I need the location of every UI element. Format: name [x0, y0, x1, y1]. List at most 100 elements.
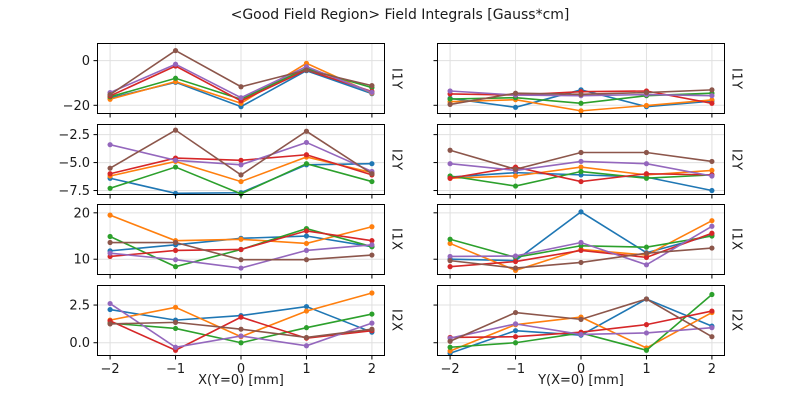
- data-point-marker: [578, 149, 584, 156]
- data-point-marker: [369, 290, 375, 296]
- data-point-marker: [238, 246, 244, 253]
- y-tick-label: 20: [73, 206, 90, 221]
- data-point-marker: [709, 187, 715, 194]
- data-series: [447, 291, 715, 356]
- x-tick-label: 0: [237, 362, 245, 377]
- data-point-marker: [172, 61, 179, 67]
- data-point-marker: [447, 147, 453, 153]
- data-point-marker: [303, 334, 310, 341]
- line-series-4: [107, 228, 375, 260]
- tick-marks: [433, 304, 713, 360]
- line-series-6: [447, 87, 715, 107]
- data-point-marker: [107, 165, 113, 171]
- data-point-marker: [303, 303, 310, 310]
- subplot-i2x-right: −2 −1 0 1 2: [433, 285, 725, 377]
- line-series-4: [447, 230, 715, 270]
- data-point-marker: [578, 239, 584, 246]
- data-point-marker: [369, 224, 375, 230]
- data-point-marker: [709, 158, 715, 165]
- data-point-marker: [643, 330, 650, 336]
- data-point-marker: [303, 325, 310, 331]
- axes-spines: [97, 124, 385, 195]
- data-point-marker: [303, 308, 310, 314]
- data-point-marker: [369, 320, 375, 326]
- data-point-marker: [172, 47, 179, 54]
- data-series: [447, 87, 715, 114]
- data-point-marker: [172, 264, 179, 270]
- data-point-marker: [643, 347, 650, 353]
- data-point-marker: [578, 164, 584, 170]
- y-tick-label: 0: [82, 54, 90, 69]
- x-tick-label: −2: [441, 362, 460, 377]
- data-point-marker: [107, 250, 113, 256]
- axes-spines: [437, 43, 725, 114]
- data-point-marker: [369, 171, 375, 177]
- data-point-marker: [107, 185, 113, 191]
- data-point-marker: [238, 326, 244, 332]
- data-point-marker: [578, 108, 584, 114]
- data-point-marker: [238, 257, 244, 263]
- data-point-marker: [447, 236, 453, 242]
- axes-spines: [437, 124, 725, 195]
- axes-spines: [97, 204, 385, 275]
- line-series-5: [107, 242, 375, 271]
- tick-marks: [433, 60, 713, 118]
- data-point-marker: [578, 209, 584, 215]
- data-point-marker: [303, 240, 310, 247]
- data-point-marker: [238, 191, 244, 197]
- data-point-marker: [709, 100, 715, 106]
- data-point-marker: [512, 258, 519, 265]
- data-series: [107, 290, 375, 353]
- x-tick-label: 2: [368, 362, 376, 377]
- data-point-marker: [303, 67, 310, 73]
- data-point-marker: [512, 328, 519, 334]
- data-point-marker: [578, 100, 584, 106]
- chart-title: <Good Field Region> Field Integrals [Gau…: [230, 7, 570, 23]
- data-point-marker: [369, 83, 375, 89]
- data-series: [107, 47, 375, 110]
- line-series-2: [107, 212, 375, 247]
- data-point-marker: [369, 252, 375, 258]
- data-point-marker: [709, 230, 715, 236]
- line-series-6: [107, 127, 375, 178]
- data-point-marker: [172, 164, 179, 170]
- subplot-i1y-left: 0 −20: [63, 43, 385, 118]
- data-series: [107, 127, 375, 197]
- data-point-marker: [578, 316, 584, 322]
- y-tick-label: 0.0: [69, 336, 90, 351]
- data-point-marker: [369, 238, 375, 244]
- tick-marks: [93, 60, 373, 118]
- data-point-marker: [709, 325, 715, 331]
- axes-spines: [437, 204, 725, 275]
- data-point-marker: [303, 139, 310, 146]
- data-point-marker: [238, 314, 244, 320]
- data-point-marker: [238, 172, 244, 178]
- y-tick-label: −20: [63, 99, 90, 114]
- data-point-marker: [512, 173, 519, 179]
- data-point-marker: [512, 309, 519, 316]
- data-point-marker: [512, 334, 519, 340]
- data-point-marker: [512, 90, 519, 96]
- data-point-marker: [643, 89, 650, 96]
- data-point-marker: [709, 87, 715, 93]
- data-point-marker: [709, 223, 715, 229]
- data-point-marker: [172, 344, 179, 350]
- x-tick-label: −1: [166, 362, 185, 377]
- data-point-marker: [172, 325, 179, 332]
- data-point-marker: [709, 334, 715, 340]
- data-point-marker: [369, 178, 375, 185]
- data-point-marker: [172, 257, 179, 263]
- data-point-marker: [238, 340, 244, 346]
- line-series-3: [107, 161, 375, 197]
- data-point-marker: [447, 101, 453, 107]
- x-tick-label: 0: [577, 362, 585, 377]
- data-point-marker: [643, 254, 650, 260]
- tick-marks: [93, 134, 373, 199]
- y-tick-label: −7.5: [58, 184, 90, 199]
- data-point-marker: [238, 157, 244, 163]
- y-tick-label: −2.5: [58, 128, 90, 143]
- data-point-marker: [107, 306, 113, 313]
- data-point-marker: [172, 75, 179, 81]
- data-point-marker: [709, 93, 715, 99]
